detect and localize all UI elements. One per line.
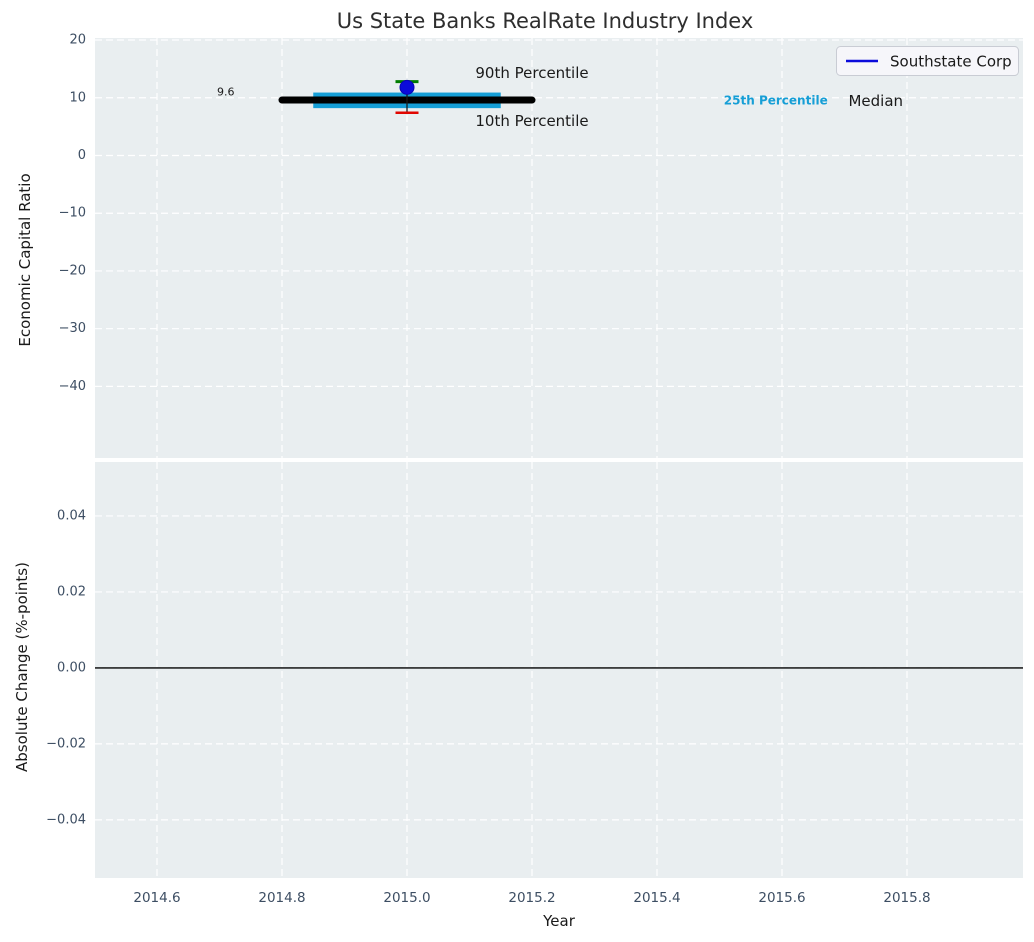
- x-tick-label: 2015.8: [883, 890, 930, 906]
- tick-labels: 20 10 0 −10 −20 −30 −40 0.04 0.02 0.00 −0.02 −0.04 2…: [46, 33, 930, 906]
- y-tick-label: 10: [69, 90, 86, 105]
- x-tick-label: 2014.8: [258, 890, 305, 906]
- y-tick-label: 20: [69, 33, 86, 48]
- y-tick-label: −40: [59, 379, 86, 394]
- x-tick-label: 2015.0: [383, 890, 430, 906]
- legend: Southstate Corp: [836, 46, 1019, 76]
- annotation-median-value: 9.6: [217, 85, 235, 98]
- y-tick-label: 0: [78, 148, 86, 163]
- y-axis-label-top: Economic Capital Ratio: [16, 173, 34, 346]
- axes-background-absolute-change: [95, 462, 1023, 878]
- y-tick-label: −0.02: [46, 736, 86, 751]
- y-axis-label-bottom: Absolute Change (%-points): [13, 562, 31, 772]
- chart-title: Us State Banks RealRate Industry Index: [337, 9, 754, 33]
- x-tick-label: 2015.6: [758, 890, 805, 906]
- x-tick-label: 2015.2: [508, 890, 555, 906]
- annotation-p25-label: 25th Percentile: [724, 93, 828, 107]
- annotation-p90-label: 90th Percentile: [475, 64, 588, 82]
- y-tick-label: −0.04: [46, 812, 86, 827]
- y-tick-label: 0.04: [57, 508, 86, 523]
- y-tick-label: −30: [59, 321, 86, 336]
- southstate-point: [399, 79, 415, 95]
- data-marks: [95, 79, 1023, 669]
- y-tick-label: −20: [59, 263, 86, 278]
- y-tick-label: 0.00: [57, 660, 86, 675]
- legend-box: [836, 46, 1019, 76]
- annotation-median-label: Median: [848, 92, 903, 110]
- axes-backgrounds: [95, 38, 1023, 878]
- axes-background-economic-capital-ratio: [95, 38, 1023, 458]
- y-tick-label: −10: [59, 206, 86, 221]
- x-tick-label: 2014.6: [133, 890, 180, 906]
- legend-label: Southstate Corp: [890, 53, 1012, 71]
- annotations: 90th Percentile 10th Percentile 9.6 25th Pe…: [217, 64, 903, 130]
- x-axis-label: Year: [542, 912, 576, 930]
- y-tick-label: 0.02: [57, 584, 86, 599]
- x-tick-label: 2015.4: [633, 890, 680, 906]
- annotation-p10-label: 10th Percentile: [475, 112, 588, 130]
